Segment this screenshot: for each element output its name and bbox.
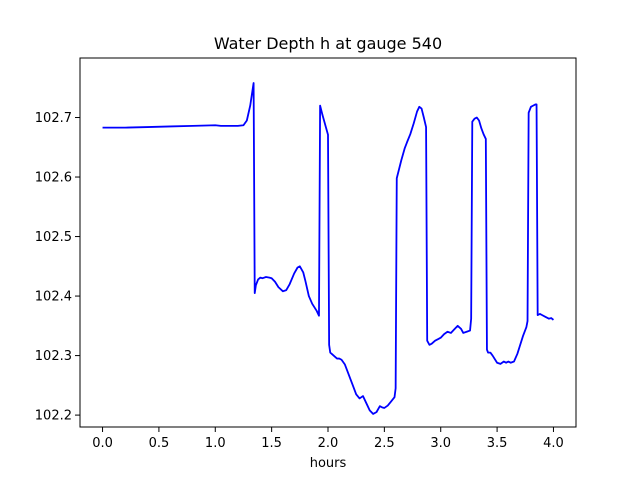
- y-tick-label: 102.7: [35, 111, 72, 126]
- x-axis-ticks: 0.0 0.5 1.0 1.5 2.0 2.5 3.0 3.5 4.0: [92, 427, 564, 451]
- x-tick-label: 2.0: [318, 436, 339, 451]
- x-axis-label: hours: [310, 456, 347, 471]
- chart-title: Water Depth h at gauge 540: [214, 34, 442, 53]
- series-layer: [102, 82, 555, 415]
- x-tick-label: 1.5: [261, 436, 282, 451]
- x-tick-label: 4.0: [543, 436, 564, 451]
- x-tick-label: 2.5: [374, 436, 395, 451]
- y-tick-label: 102.2: [35, 409, 72, 424]
- x-tick-label: 3.0: [430, 436, 451, 451]
- y-tick-label: 102.6: [35, 171, 72, 186]
- y-tick-label: 102.4: [35, 290, 72, 305]
- x-tick-label: 0.5: [149, 436, 170, 451]
- y-tick-label: 102.5: [35, 230, 72, 245]
- y-tick-label: 102.3: [35, 349, 72, 364]
- x-tick-label: 0.0: [92, 436, 113, 451]
- x-tick-label: 3.5: [487, 436, 508, 451]
- y-axis-ticks: 102.2 102.3 102.4 102.5 102.6 102.7: [35, 111, 80, 424]
- x-tick-label: 1.0: [205, 436, 226, 451]
- series-line-1: [102, 82, 555, 415]
